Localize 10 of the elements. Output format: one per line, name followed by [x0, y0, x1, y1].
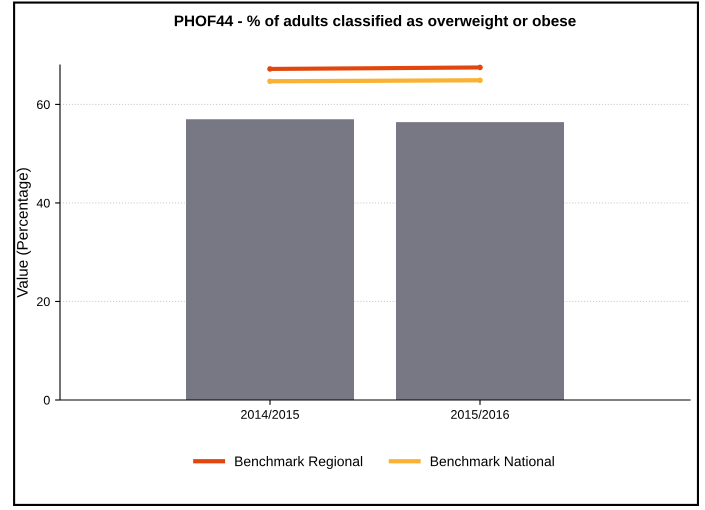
y-tick-label: 60 — [37, 100, 50, 110]
legend-label: Benchmark National — [430, 456, 554, 466]
y-axis-title: Value (Percentage) — [16, 168, 31, 298]
y-tick-label: 20 — [37, 297, 50, 306]
legend-label: Benchmark Regional — [235, 456, 362, 469]
y-tick-label: 40 — [36, 198, 50, 208]
chart-title: PHOF44 - % of adults classified as overweight or obese — [174, 15, 576, 30]
x-tick-label: 2014/2015 — [241, 410, 300, 419]
x-tick-label: 2015/2016 — [451, 410, 509, 419]
y-tick-label: 0 — [44, 396, 50, 405]
